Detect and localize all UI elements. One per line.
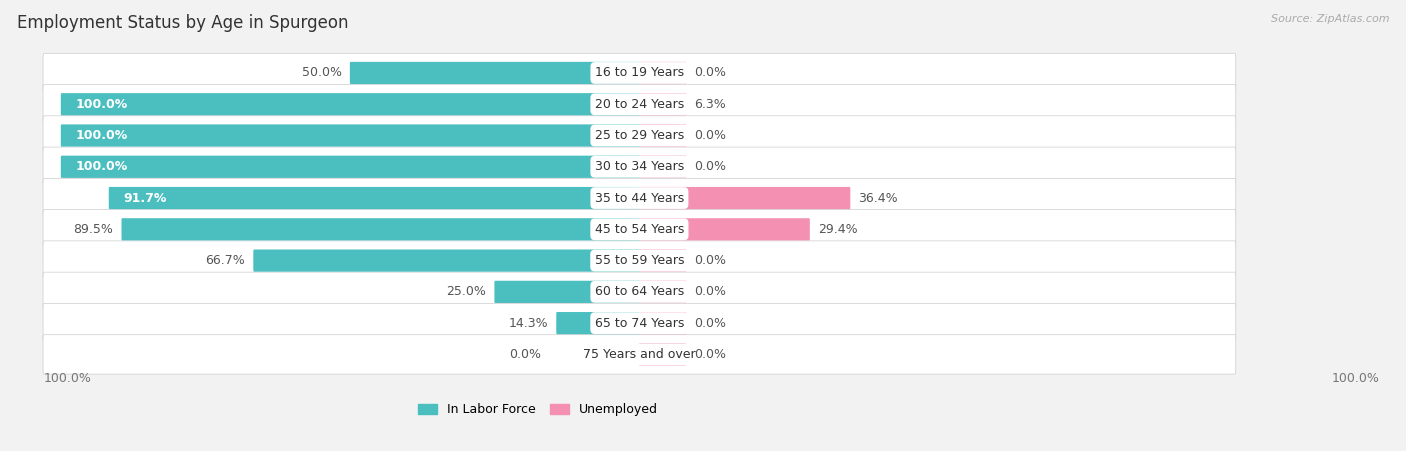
FancyBboxPatch shape — [638, 281, 686, 303]
FancyBboxPatch shape — [44, 272, 1236, 312]
Text: 29.4%: 29.4% — [818, 223, 858, 236]
Text: 25 to 29 Years: 25 to 29 Years — [595, 129, 685, 142]
FancyBboxPatch shape — [638, 187, 851, 209]
Text: 0.0%: 0.0% — [695, 129, 727, 142]
Text: 65 to 74 Years: 65 to 74 Years — [595, 317, 685, 330]
FancyBboxPatch shape — [44, 147, 1236, 186]
Text: 100.0%: 100.0% — [76, 98, 128, 111]
Text: 100.0%: 100.0% — [1331, 372, 1379, 385]
FancyBboxPatch shape — [638, 124, 686, 147]
Text: 100.0%: 100.0% — [76, 160, 128, 173]
Text: 100.0%: 100.0% — [76, 129, 128, 142]
Text: 0.0%: 0.0% — [695, 317, 727, 330]
Text: 50.0%: 50.0% — [302, 66, 342, 79]
Text: 89.5%: 89.5% — [73, 223, 114, 236]
FancyBboxPatch shape — [60, 156, 640, 178]
Legend: In Labor Force, Unemployed: In Labor Force, Unemployed — [418, 403, 658, 416]
FancyBboxPatch shape — [44, 116, 1236, 155]
Text: 14.3%: 14.3% — [509, 317, 548, 330]
Text: 100.0%: 100.0% — [44, 372, 91, 385]
Text: 45 to 54 Years: 45 to 54 Years — [595, 223, 685, 236]
FancyBboxPatch shape — [638, 156, 686, 178]
Text: 6.3%: 6.3% — [695, 98, 725, 111]
Text: 75 Years and over: 75 Years and over — [583, 348, 696, 361]
FancyBboxPatch shape — [253, 249, 640, 272]
FancyBboxPatch shape — [44, 178, 1236, 218]
FancyBboxPatch shape — [557, 312, 640, 334]
FancyBboxPatch shape — [44, 241, 1236, 280]
Text: 25.0%: 25.0% — [446, 285, 486, 299]
Text: 66.7%: 66.7% — [205, 254, 245, 267]
Text: 0.0%: 0.0% — [509, 348, 541, 361]
FancyBboxPatch shape — [638, 62, 686, 84]
FancyBboxPatch shape — [638, 93, 686, 115]
FancyBboxPatch shape — [638, 218, 810, 240]
Text: 35 to 44 Years: 35 to 44 Years — [595, 192, 685, 205]
FancyBboxPatch shape — [638, 249, 686, 272]
Text: 0.0%: 0.0% — [695, 285, 727, 299]
Text: 60 to 64 Years: 60 to 64 Years — [595, 285, 685, 299]
FancyBboxPatch shape — [60, 124, 640, 147]
FancyBboxPatch shape — [60, 93, 640, 115]
Text: 0.0%: 0.0% — [695, 348, 727, 361]
FancyBboxPatch shape — [44, 304, 1236, 343]
Text: 36.4%: 36.4% — [859, 192, 898, 205]
Text: 0.0%: 0.0% — [695, 254, 727, 267]
FancyBboxPatch shape — [44, 335, 1236, 374]
Text: 0.0%: 0.0% — [695, 66, 727, 79]
Text: 0.0%: 0.0% — [695, 160, 727, 173]
Text: 16 to 19 Years: 16 to 19 Years — [595, 66, 683, 79]
FancyBboxPatch shape — [44, 210, 1236, 249]
Text: 30 to 34 Years: 30 to 34 Years — [595, 160, 685, 173]
FancyBboxPatch shape — [495, 281, 640, 303]
FancyBboxPatch shape — [108, 187, 640, 209]
FancyBboxPatch shape — [638, 312, 686, 334]
FancyBboxPatch shape — [350, 62, 640, 84]
Text: 20 to 24 Years: 20 to 24 Years — [595, 98, 685, 111]
FancyBboxPatch shape — [44, 53, 1236, 92]
Text: Source: ZipAtlas.com: Source: ZipAtlas.com — [1271, 14, 1389, 23]
Text: Employment Status by Age in Spurgeon: Employment Status by Age in Spurgeon — [17, 14, 349, 32]
FancyBboxPatch shape — [44, 84, 1236, 124]
Text: 91.7%: 91.7% — [124, 192, 167, 205]
Text: 55 to 59 Years: 55 to 59 Years — [595, 254, 685, 267]
FancyBboxPatch shape — [638, 343, 686, 365]
FancyBboxPatch shape — [121, 218, 640, 240]
